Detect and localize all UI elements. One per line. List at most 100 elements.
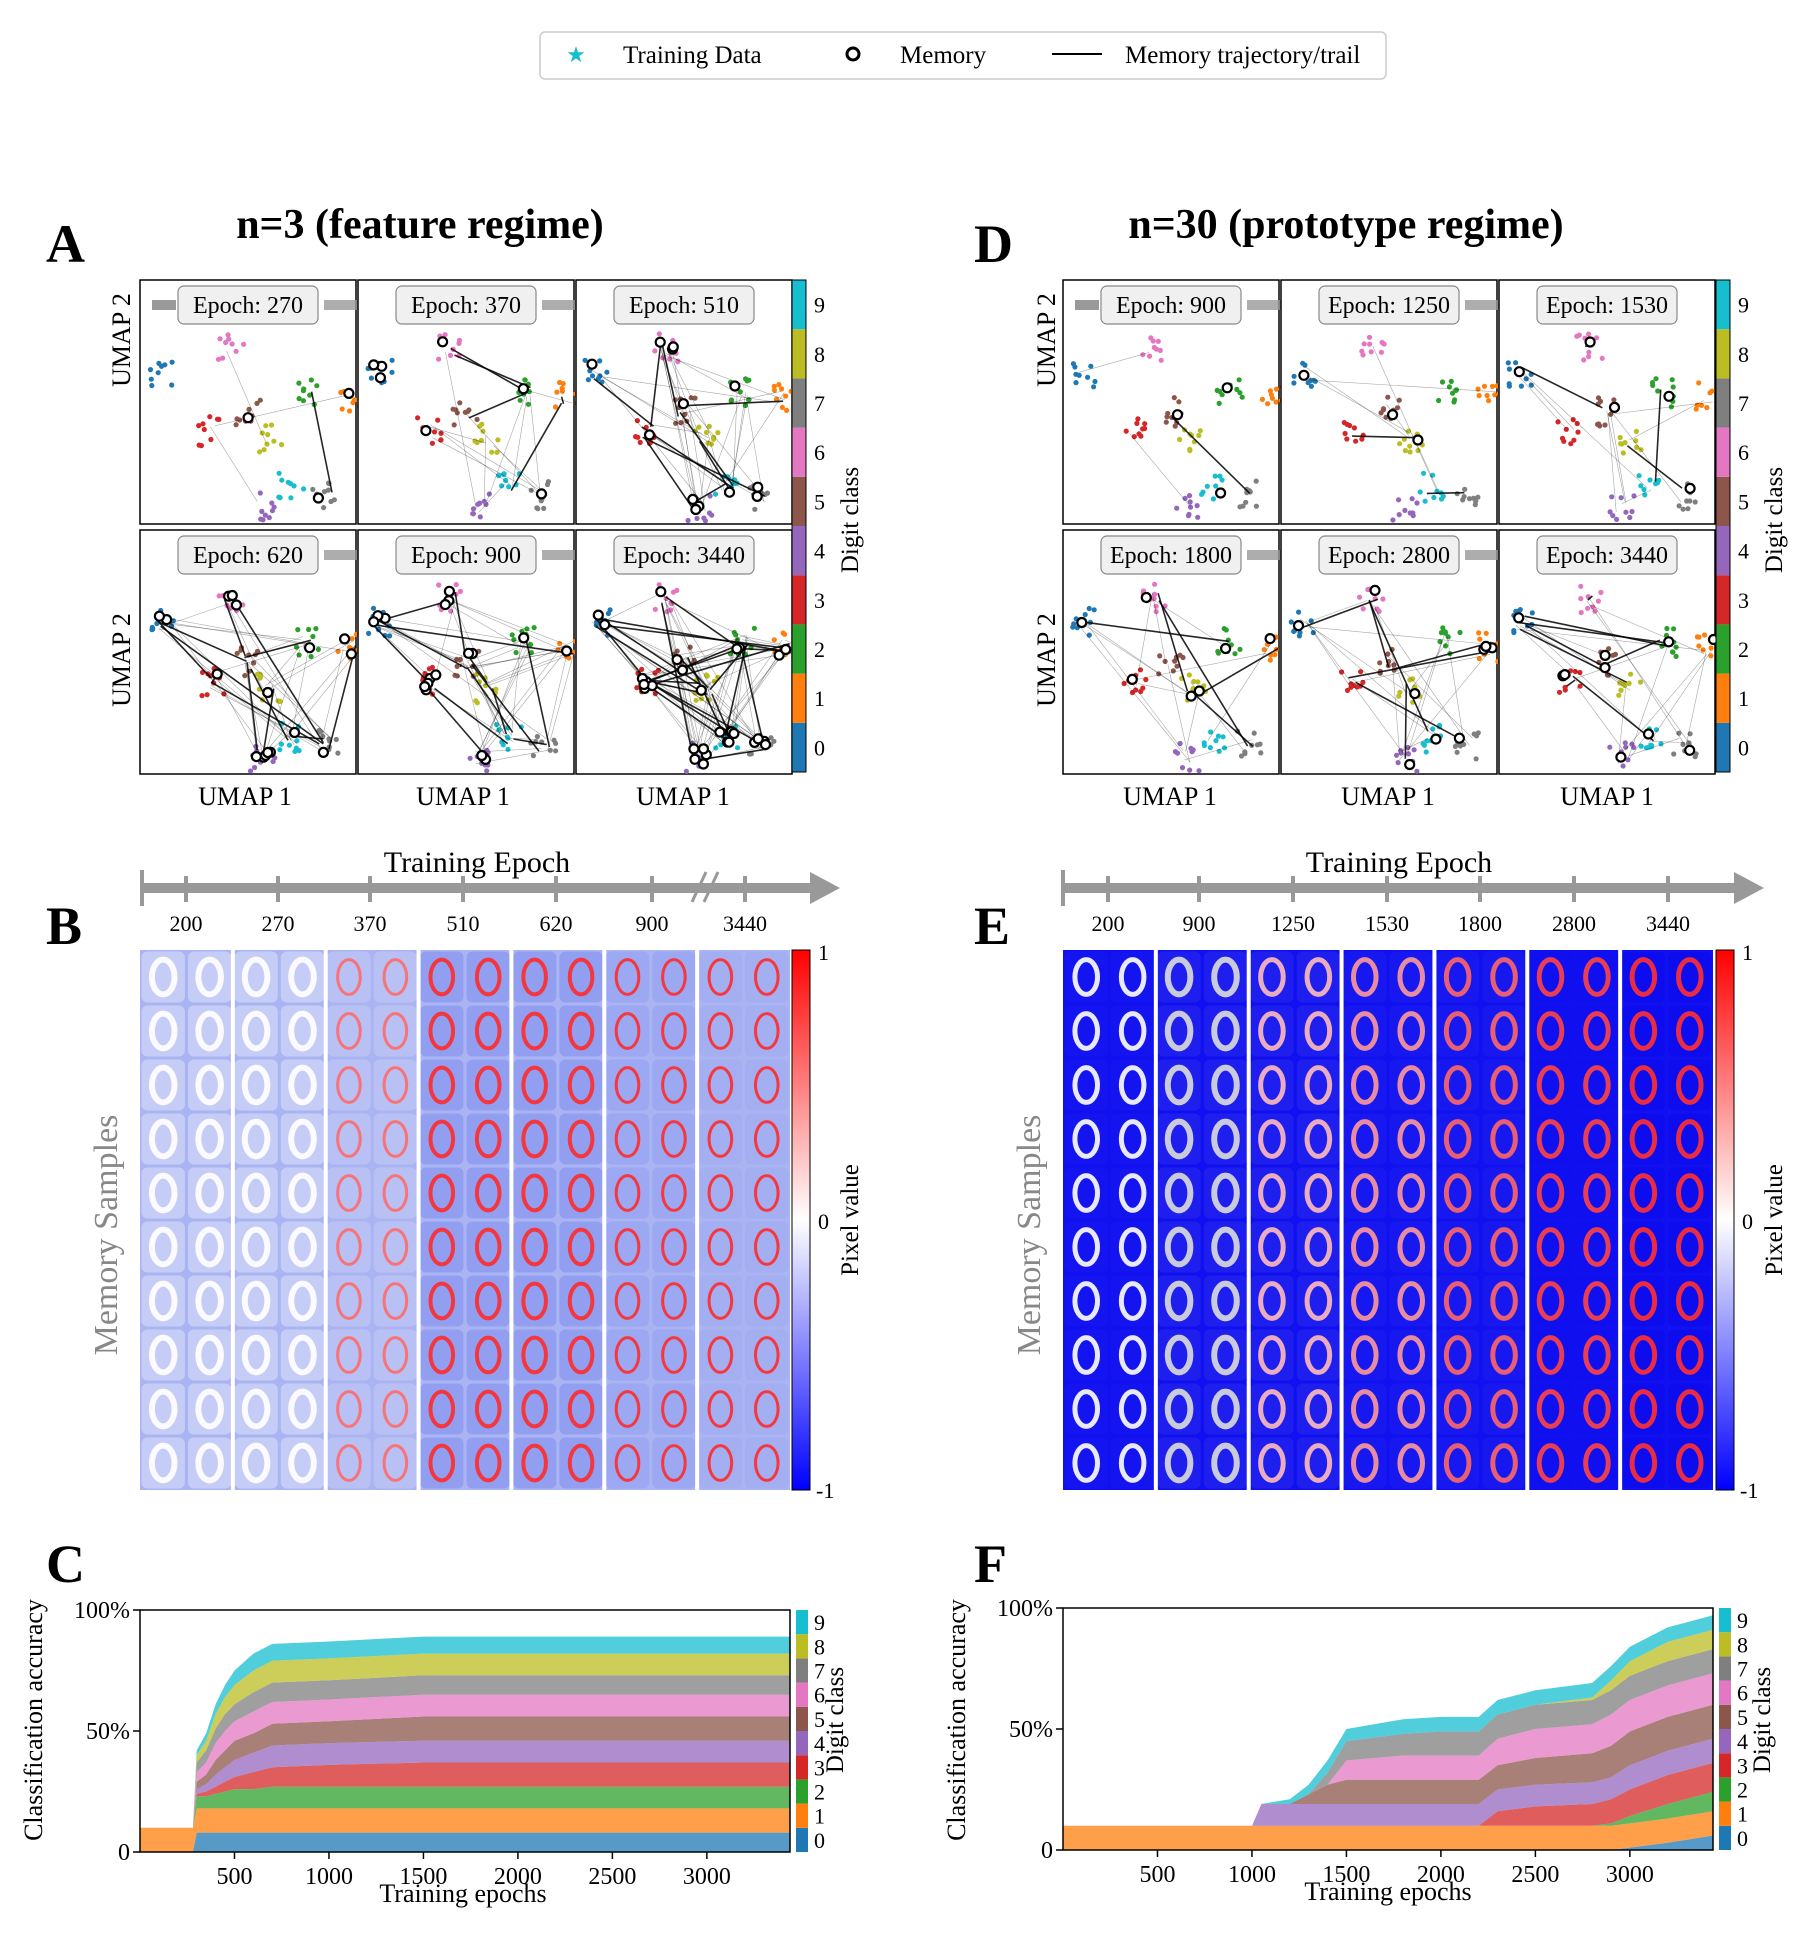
umap-d-data-point [1631,744,1637,751]
memory-e-sample [1668,1059,1712,1111]
timeline-e: Training Epoch 200 900 1250 1530 1800 2800 344… [1061,846,1764,936]
memory-b-sample [512,1113,557,1165]
panel-letter-c: C [46,1534,85,1594]
umap-a-data-point [500,471,506,477]
umap-a-trajectory [644,437,695,511]
umap-d-data-point [1571,437,1577,443]
memory-e-sample [1435,1005,1480,1057]
umap-d-data-point [1267,657,1273,663]
memory-e-sample-stroke [1397,957,1426,997]
umap-a-data-point [447,352,454,358]
memory-e-sample-stroke [1536,1443,1565,1483]
memory-e-sample-stroke [1072,1011,1101,1051]
umap-d-data-point [1258,750,1264,756]
umap-d-data-point [1457,743,1463,749]
umap-a-epoch-box [613,285,755,325]
timeline-b-tick-label-4: 620 [540,911,573,936]
umap-d-data-point [1288,619,1294,625]
memory-b-sample-stroke [148,1334,178,1376]
accuracy-c-area-3 [140,1762,790,1828]
umap-a-trajectory [731,395,748,483]
umap-d-memory-point [1642,728,1655,740]
umap-d-data-point [1471,731,1477,737]
umap-a-trajectory [662,354,785,400]
memory-b-sample-stroke [382,1390,409,1428]
umap-a-data-point [338,389,344,396]
umap-a-data-point [688,395,694,401]
memory-e-sample [1250,1113,1294,1165]
memory-e-sample-stroke [1675,1065,1704,1105]
umap-a-trajectory [214,394,347,427]
accuracy-c-digit-swatch-2 [796,1779,808,1804]
accuracy-c-digit-tick-8: 8 [814,1634,825,1659]
umap-a-memory-point [250,750,262,763]
memory-e-sample-stroke [1118,1443,1147,1483]
umap-a-epoch-label-3: Epoch: 510 [629,293,739,319]
umap-a-trajectory [445,351,477,509]
umap-a-trajectory [447,590,494,694]
accuracy-c-area-8 [140,1653,790,1828]
umap-a-data-point [266,515,272,521]
umap-d-data-point [1215,733,1221,739]
umap-a-trajectory [472,646,563,670]
umap-a-data-point [493,686,499,692]
umap-d-memory-point [1513,612,1525,624]
umap-a-memory-point [728,727,740,740]
umap-d-data-point [1578,583,1584,589]
umap-d-data-point [1204,483,1210,489]
umap-a-sequence-start [152,300,176,310]
accuracy-c-area-5 [140,1716,790,1828]
umap-d-memory-point [1409,687,1421,700]
memory-e-sample-stroke [1490,1065,1518,1105]
memory-e-sample [1575,1059,1619,1111]
umap-a-data-point [477,500,483,506]
memory-b-sample-stroke [753,1390,780,1428]
umap-d-trajectory [1629,400,1704,441]
memory-b-sample [605,1059,650,1111]
memory-e-sample-stroke [1443,1119,1472,1159]
umap-d-data-point [1622,682,1628,689]
umap-a-trajectory [784,639,791,643]
umap-a-data-point [321,505,327,511]
memory-e-sample [1668,1275,1712,1327]
memory-grid-b: Memory Samples [88,950,790,1490]
umap-a-trajectory [490,654,572,686]
accuracy-f-xtick-label-5: 3000 [1606,1862,1654,1888]
timeline-b-arrow-head [810,872,840,904]
umap-d-trajectory [1185,695,1199,752]
umap-d-data-point [1121,680,1127,687]
umap-a-data-point [320,733,326,739]
umap-d-data-point [1476,656,1482,662]
memory-e-sample [1064,1005,1108,1057]
umap-d-data-point [1517,607,1523,613]
memory-e-sample-stroke [1536,957,1565,997]
umap-d-data-point [1207,745,1213,751]
accuracy-c-digit-swatch-6 [796,1682,808,1707]
umap-d-trajectory [1589,604,1705,654]
umap-d-data-point [1529,610,1535,616]
memory-e-sample [1389,1167,1433,1219]
umap-a-data-point [528,487,534,493]
accuracy-c-ytick-label-0: 0 [118,1840,130,1866]
umap-a-data-point [499,483,505,489]
umap-d-data-point [1360,679,1366,686]
memory-b-sample-stroke [428,1389,456,1429]
umap-d-trajectory [1521,372,1575,430]
umap-d-data-point [1611,397,1617,403]
umap-a-trajectory [665,602,708,689]
umap-d-data-point [1385,394,1391,400]
umap-a-data-point [223,339,229,346]
accuracy-f-xtick-label-3: 2000 [1417,1862,1465,1888]
memory-b-sample [373,1275,418,1327]
umap-a-trajectory [231,596,325,744]
umap-a-memory-point [759,738,772,751]
accuracy-f-ytick-label-0: 0 [1041,1838,1053,1864]
umap-a-memory-point [517,383,530,395]
memory-e-sample-stroke [1118,1173,1147,1213]
umap-a-trajectory [478,483,506,513]
umap-a-digit-frame [791,279,807,773]
memory-b-sample-stroke [474,1119,502,1159]
memory-b-sample [559,951,603,1003]
umap-d-data-point [1505,360,1511,366]
